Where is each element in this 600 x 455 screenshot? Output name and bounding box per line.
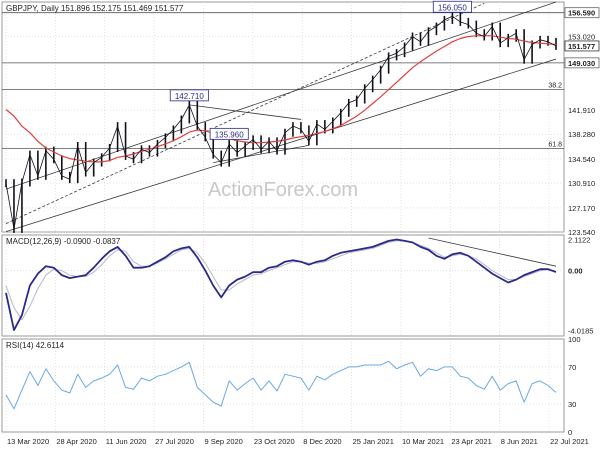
x-tick-label: 13 Mar 2020: [7, 437, 49, 446]
macd-tick-label: 0.00: [568, 267, 583, 276]
x-tick-label: 10 Mar 2021: [402, 437, 444, 446]
rsi-tick-label: 0: [568, 428, 572, 437]
price-level-box: [564, 40, 600, 52]
rsi-line: [5, 360, 557, 410]
triangle-upper-line: [189, 104, 301, 120]
x-tick-label: 9 Sep 2020: [204, 437, 242, 446]
x-tick-label: 11 Jun 2020: [106, 437, 147, 446]
x-tick-label: 23 Oct 2020: [254, 437, 295, 446]
rsi-tick-label: 100: [568, 335, 581, 344]
y-tick-label: 123.540: [568, 228, 595, 237]
y-tick-label: 127.170: [568, 204, 595, 213]
x-tick-label: 23 Apr 2021: [451, 437, 491, 446]
price-panel-frame: [1, 1, 565, 233]
macd-line: [5, 238, 557, 332]
high-price-label: 156.050: [438, 3, 467, 12]
moving-average-line: [5, 35, 557, 163]
rsi-tick-label: 30: [568, 400, 576, 409]
low-price-label-box: [209, 127, 249, 140]
rsi-tick-label: 70: [568, 363, 576, 372]
x-tick-label: 22 Jul 2021: [550, 437, 589, 446]
upper-channel-line: [5, 1, 557, 190]
y-tick-label: 134.540: [568, 155, 595, 164]
price-line: [5, 15, 557, 230]
rsi-title: RSI(14) 42.6114: [6, 341, 65, 350]
x-tick-label: 25 Jan 2021: [353, 437, 394, 446]
macd-panel-frame: [1, 234, 565, 337]
low-price-label: 135.960: [215, 130, 244, 139]
x-tick-label: 28 Apr 2020: [56, 437, 96, 446]
mid-high-price-label-box: [169, 89, 209, 102]
price-level-box: [564, 57, 600, 69]
fib-38-label: 38.2: [548, 83, 562, 90]
lower-channel-line: [5, 58, 557, 232]
y-tick-label: 130.910: [568, 179, 595, 188]
high-price-label-box: [432, 0, 472, 13]
macd-trend-line: [428, 237, 557, 267]
price-level-box: [564, 7, 600, 19]
x-tick-label: 8 Jun 2021: [501, 437, 538, 446]
macd-signal-line: [5, 240, 557, 321]
dashed-trend-line: [5, 2, 485, 225]
macd-title: MACD(12,26,9) -0.0900 -0.0837: [6, 237, 121, 246]
y-tick-label: 151.577: [568, 42, 595, 51]
y-tick-label: 141.910: [568, 106, 595, 115]
macd-tick-label: -4.0185: [568, 326, 593, 335]
y-tick-label: 149.030: [568, 59, 595, 68]
fib-61-label: 61.8: [548, 142, 562, 149]
macd-tick-label: 2.1122: [568, 235, 590, 244]
rsi-panel-frame: [1, 338, 565, 433]
watermark-text: ActionForex.com: [208, 179, 358, 201]
price-chart-title: GBPJPY, Daily 151.896 152.175 151.469 15…: [6, 4, 184, 13]
y-tick-label: 138.280: [568, 130, 595, 139]
x-tick-label: 8 Dec 2020: [303, 437, 341, 446]
x-tick-label: 27 Jul 2020: [155, 437, 194, 446]
mid-high-price-label: 142.710: [175, 92, 204, 101]
y-tick-label: 156.590: [568, 9, 595, 18]
y-tick-label: 153.020: [568, 32, 595, 41]
